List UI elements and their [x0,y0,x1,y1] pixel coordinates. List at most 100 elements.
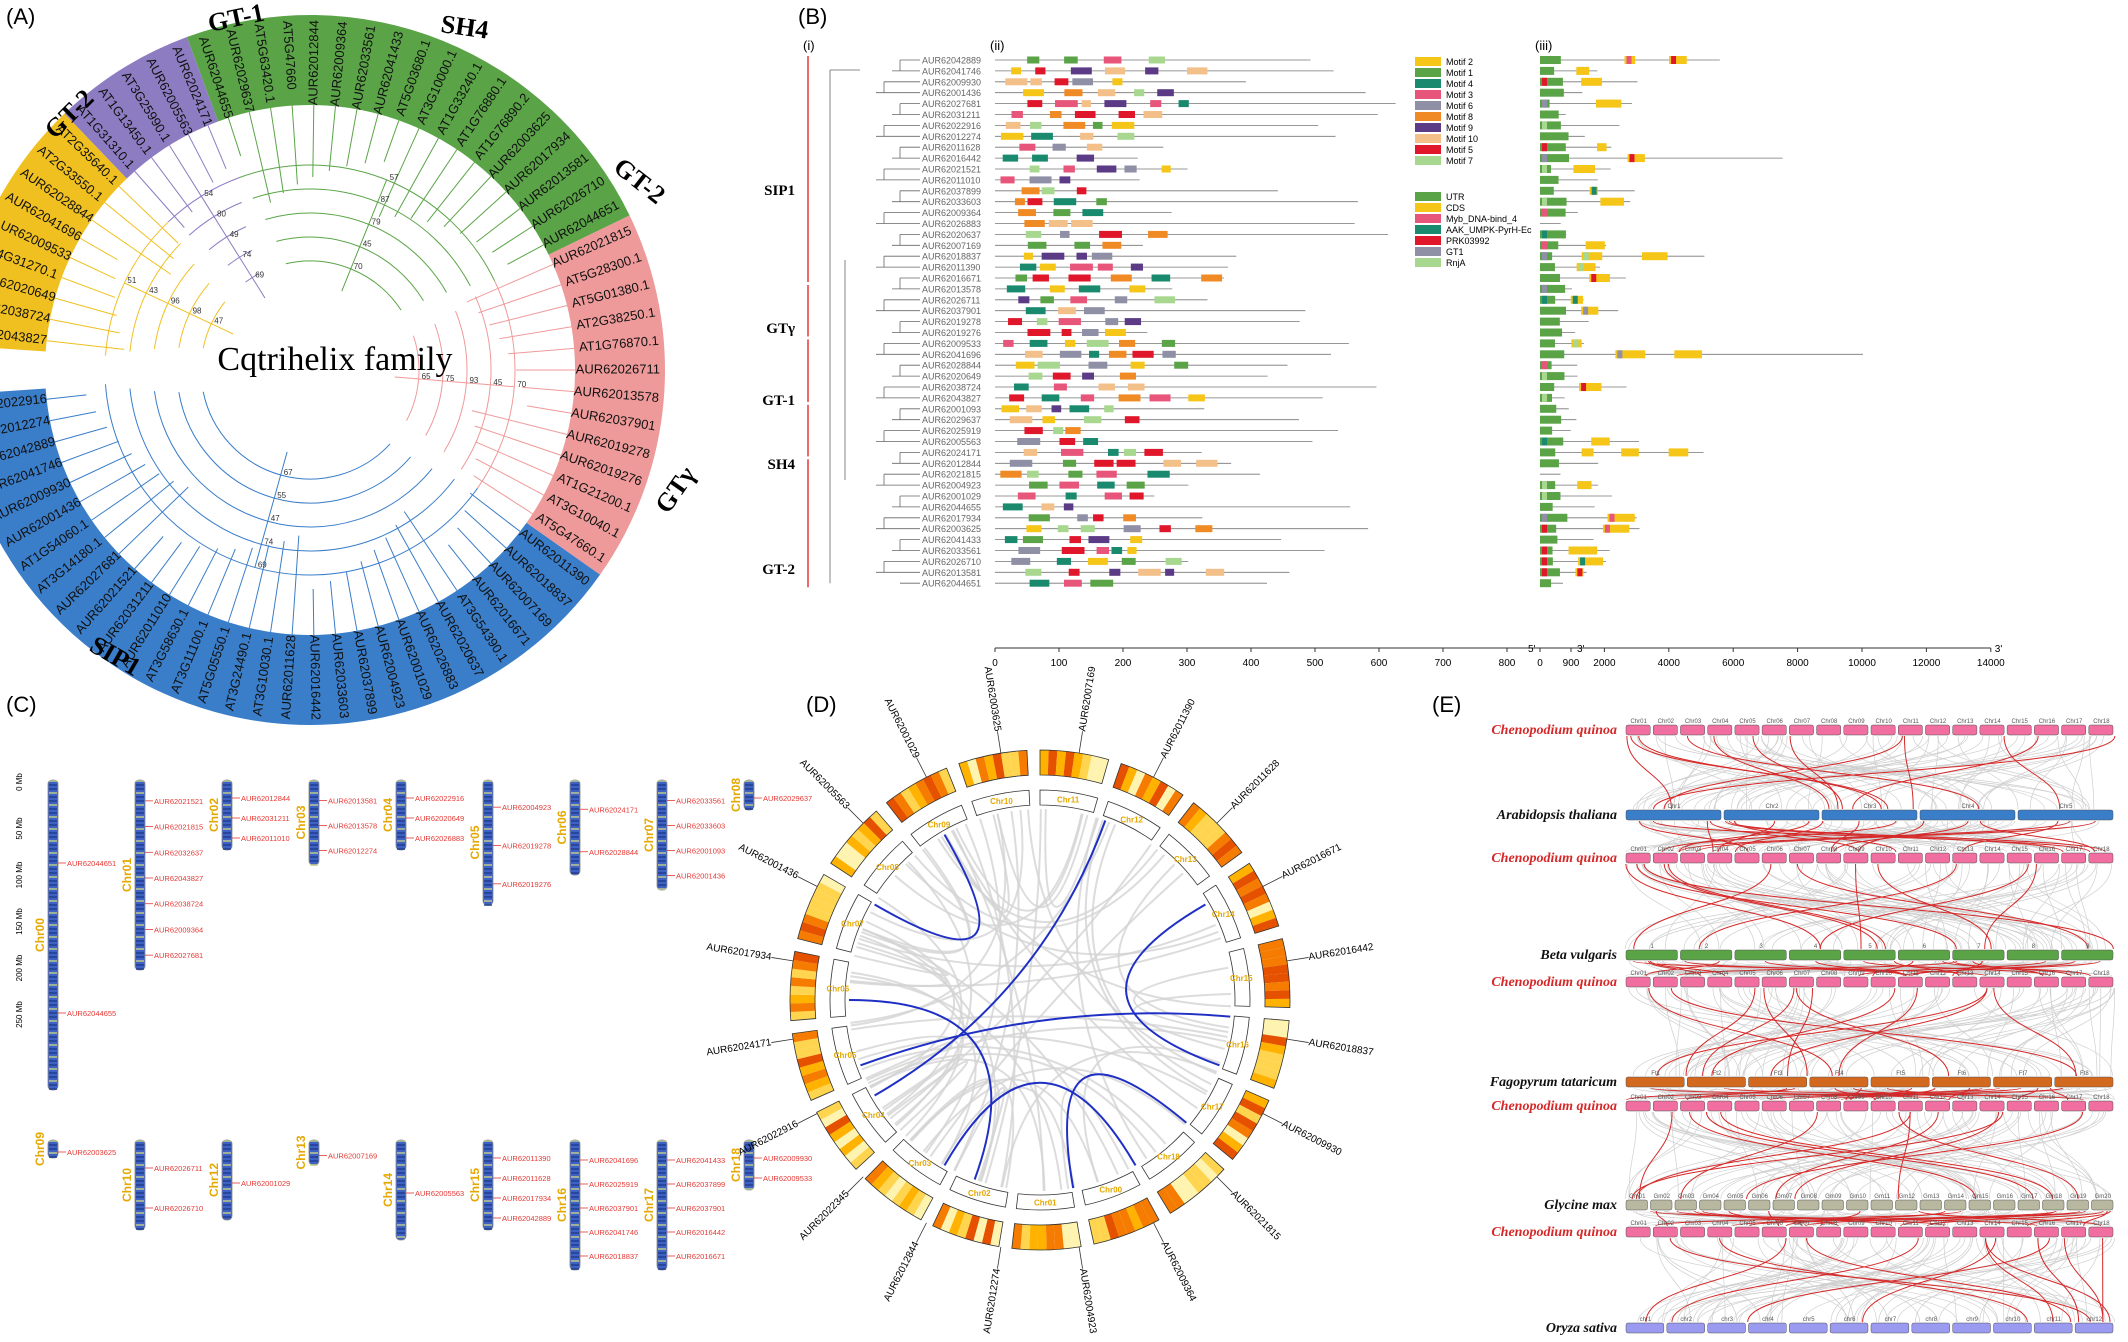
chromosome-band [484,1148,492,1150]
chromosome-band [658,884,666,886]
synteny-link-grey [1889,863,2025,950]
legend-label: Motif 10 [1446,134,1478,144]
synteny-chr-bar [1809,1076,1869,1088]
synteny-link-grey [955,813,1084,912]
synteny-chr-label: Chr11 [1903,1095,1920,1101]
synteny-chr-bar [1897,724,1923,736]
gene-label: AUR62031211 [241,814,290,823]
synteny-chr-label: Gm19 [2070,1194,2087,1200]
synteny-link-grey [1656,960,1682,977]
synteny-link-red [1625,863,1821,950]
synteny-link-red [1713,735,1830,810]
chromosome-band [49,1004,57,1006]
synteny-link-grey [1784,1111,2093,1200]
axis-tick-label: 900 [1563,658,1580,669]
heatmap-track [793,1038,820,1051]
synteny-link-grey [861,1045,1167,1145]
exon-box [1579,383,1602,391]
heatmap-track [793,951,820,964]
heatmap-track [1262,964,1289,976]
chromosome-band [49,920,57,922]
axis-tick-label: 400 [1243,658,1260,669]
chromosome-band [136,964,144,966]
synteny-link-grey [1855,1111,2100,1200]
synteny-chr-label: chr1 [1640,1317,1652,1323]
gene-label: AUR62027681 [154,951,203,960]
synteny-chr-bar [1870,1226,1896,1238]
legend-swatch [1415,225,1441,234]
chromosome-band [571,1164,579,1166]
gene-id: AUR62009364 [922,208,981,218]
motif-box [1019,263,1037,271]
chromosome-band [484,880,492,882]
synteny-link-grey [1735,987,1833,1077]
heatmap-track [807,1083,834,1101]
chromosome-band [136,908,144,910]
synteny-link-red [1652,820,2091,853]
gene-label: AUR62019276 [502,880,551,889]
synteny-chr-bar [1761,1100,1787,1112]
chromosome-band [658,1228,666,1230]
circos-gene-label: AUR62011390 [1159,697,1198,760]
synteny-chr-bar [1925,1226,1950,1238]
exon-box [1540,524,1557,533]
synteny-link-grey [2088,987,2098,1077]
synteny-link-red [1676,960,1958,977]
chromosome-band [49,840,57,842]
synteny-link-grey [1693,863,1920,950]
motif-box [1021,187,1040,195]
synteny-link-grey [2110,987,2116,1077]
synteny-chr-bar [1895,1199,1918,1211]
synteny-chr-bar [2091,1199,2114,1211]
motif-box [1023,448,1038,456]
synteny-link-grey [1775,987,1844,1077]
synteny-link-grey [1932,987,2042,1077]
domain-box [1542,481,1547,490]
synteny-link-grey [1635,987,2093,1077]
chromosome-band [310,860,318,862]
chromosome-band [136,816,144,818]
cladogram-branch [829,69,860,584]
circos-chr-label: Chr04 [862,1111,885,1120]
gene-label: AUR62017934 [502,1194,551,1203]
synteny-link-red [1680,1111,1818,1200]
synteny-chr-bar [1843,724,1869,736]
motif-box [1001,405,1020,413]
chromosome-name: Chr10 [120,1168,134,1202]
synteny-chr-label: Chr05 [1739,971,1756,977]
synteny-link-grey [855,1035,960,1125]
synteny-chr-bar [2061,724,2087,736]
synteny-link-grey [1988,1210,1998,1227]
chromosome-band [49,792,57,794]
synteny-chr-bar [1625,1199,1648,1211]
domain-box [1542,154,1547,163]
tree-internal-branch [418,378,443,382]
gene-label: AUR62009533 [763,1174,812,1183]
exon-box [1540,448,1556,457]
chromosome-band [310,1148,318,1150]
chromosome-band [49,784,57,786]
chromosome-band [136,868,144,870]
chromosome-band [136,872,144,874]
scale-label: 250 Mb [15,1001,24,1028]
motif-box [1017,438,1041,445]
heatmap-track [913,1194,933,1220]
tree-leaf-label: AUR62011628 [278,634,299,719]
synteny-chr-bar [1897,949,1950,961]
synteny-chr-label: Gm06 [1752,1194,1769,1200]
panel-c-label: (C) [6,692,37,717]
bootstrap-value: 70 [354,262,363,271]
motif-box [1132,350,1154,358]
chromosome-band [223,840,231,842]
synteny-link-red [1855,863,1862,950]
bootstrap-value: 79 [372,217,381,226]
synteny-chr-bar [1925,724,1950,736]
tree-branch [464,510,507,549]
synteny-chr-bar [1652,976,1678,988]
synteny-link-red [1984,863,2037,950]
synteny-chr-label: Gm12 [1899,1194,1916,1200]
synteny-link-red [1645,960,1720,977]
chromosome-band [136,888,144,890]
synteny-chr-bar [1925,1100,1950,1112]
